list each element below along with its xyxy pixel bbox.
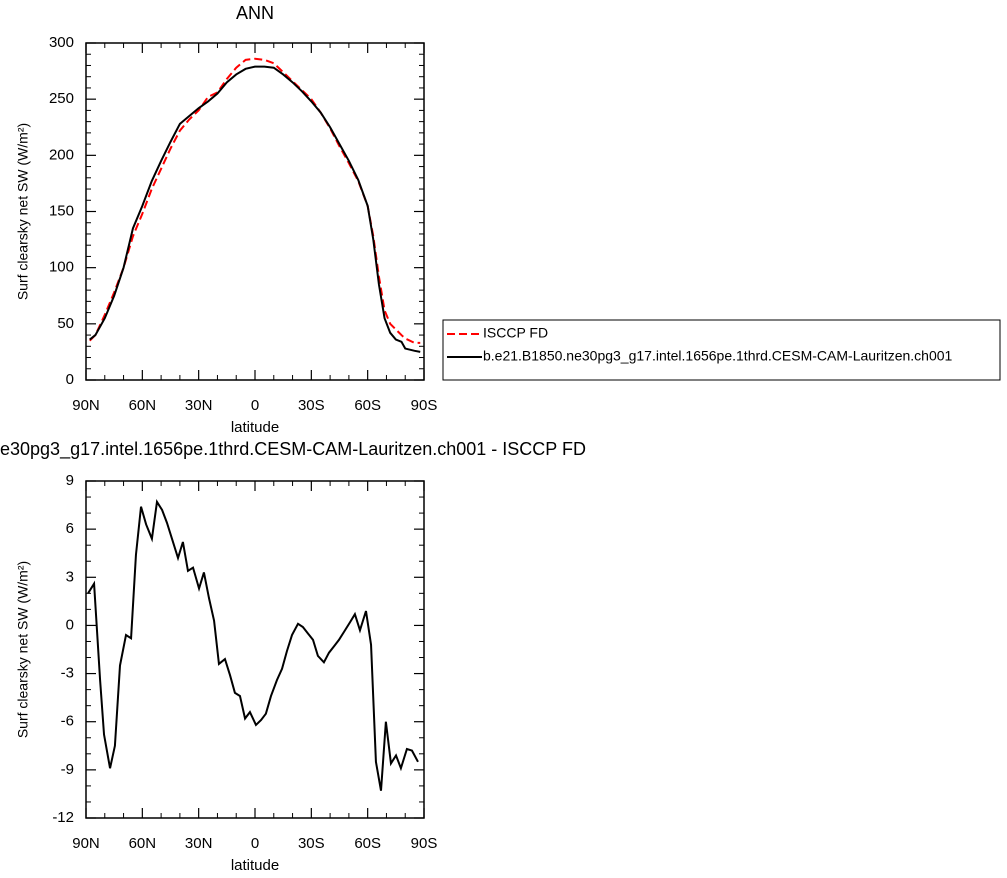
y-tick-label: 3 [66,568,74,585]
plot-frame [85,480,425,819]
plot-frame [85,42,425,381]
x-tick-label: 30S [298,835,325,852]
x-tick-label: 90N [72,397,100,414]
y-tick-label: 0 [66,371,74,388]
y-axis-label: Surf clearsky net SW (W/m²) [15,123,31,300]
chart-title: ANN [236,3,274,23]
x-tick-label: 60N [129,835,157,852]
x-tick-label: 0 [251,397,259,414]
x-tick-label: 30N [185,397,213,414]
x-tick-label: 30N [185,835,213,852]
y-tick-label: -3 [61,665,74,682]
x-tick-label: 0 [251,835,259,852]
y-tick-label: -12 [52,809,74,826]
y-tick-label: 0 [66,616,74,633]
x-tick-label: 60N [129,397,157,414]
x-tick-label: 60S [354,835,381,852]
y-tick-label: 100 [49,259,74,276]
y-tick-label: 150 [49,202,74,219]
x-tick-label: 90N [72,835,100,852]
chart-title: e30pg3_g17.intel.1656pe.1thrd.CESM-CAM-L… [0,439,586,460]
legend-label: ISCCP FD [483,325,548,341]
data-line [89,57,421,344]
x-tick-label: 90S [411,835,438,852]
data-line [89,65,421,353]
y-tick-label: 6 [66,520,74,537]
y-tick-label: 250 [49,90,74,107]
legend-box [442,319,1001,381]
y-tick-label: -9 [61,761,74,778]
y-axis-label: Surf clearsky net SW (W/m²) [15,561,31,738]
y-tick-label: -6 [61,713,74,730]
y-tick-label: 9 [66,472,74,489]
y-tick-label: 50 [57,315,74,332]
y-tick-label: 200 [49,146,74,163]
x-axis-label: latitude [231,419,279,436]
data-line [87,499,419,791]
x-tick-label: 90S [411,397,438,414]
x-tick-label: 60S [354,397,381,414]
legend-label: b.e21.B1850.ne30pg3_g17.intel.1656pe.1th… [483,348,953,364]
x-tick-label: 30S [298,397,325,414]
x-axis-label: latitude [231,857,279,874]
y-tick-label: 300 [49,34,74,51]
